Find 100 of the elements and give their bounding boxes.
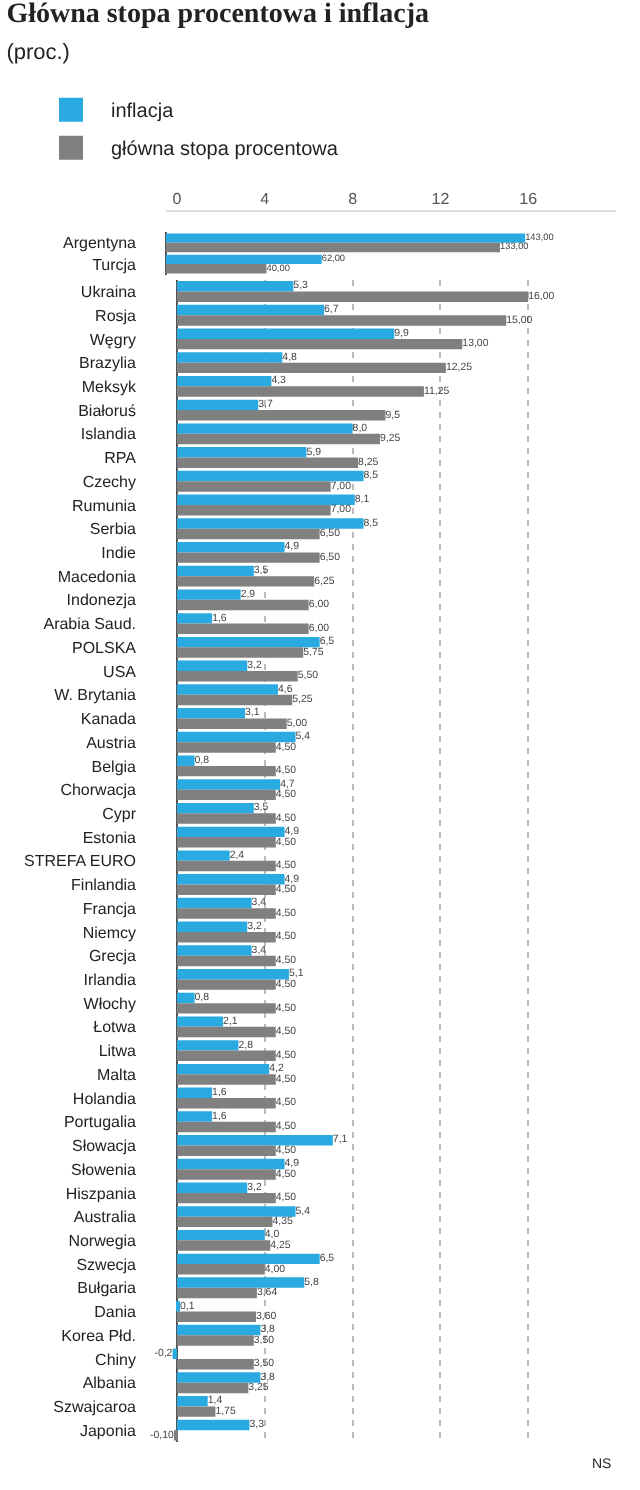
bar bbox=[176, 671, 298, 682]
bar bbox=[176, 765, 276, 777]
y-tick-label: Meksyk bbox=[81, 377, 138, 396]
bar bbox=[176, 599, 309, 611]
y-tick-label: POLSKA bbox=[71, 638, 138, 657]
bar bbox=[176, 860, 276, 872]
bar bbox=[176, 565, 254, 577]
bar bbox=[176, 755, 195, 766]
y-tick-label: Białoruś bbox=[78, 401, 136, 420]
bar bbox=[176, 1050, 276, 1062]
bar bbox=[176, 813, 276, 824]
y-tick-label: STREFA EURO bbox=[23, 852, 136, 871]
y-tick-label: Dania bbox=[94, 1303, 138, 1322]
bar bbox=[176, 494, 355, 505]
y-tick-label: RPA bbox=[104, 449, 138, 468]
bar bbox=[176, 481, 331, 492]
bar bbox=[176, 1040, 239, 1051]
y-tick-label: Kanada bbox=[80, 710, 138, 729]
bar bbox=[176, 1358, 254, 1370]
bar bbox=[176, 731, 296, 743]
y-tick-label: Rumunia bbox=[71, 496, 138, 515]
y-tick-label: Islandia bbox=[80, 425, 138, 444]
bar bbox=[176, 850, 230, 861]
bar bbox=[176, 921, 248, 932]
bar bbox=[176, 1182, 248, 1193]
y-tick-label: Finlandia bbox=[71, 876, 138, 895]
y-tick-label: Słowenia bbox=[71, 1160, 138, 1179]
y-tick-label: Szwecja bbox=[76, 1255, 138, 1274]
bar bbox=[176, 1121, 276, 1133]
bar bbox=[176, 1335, 254, 1346]
bar bbox=[176, 908, 276, 919]
y-tick-label: Rosja bbox=[95, 306, 138, 325]
bar bbox=[176, 386, 424, 397]
y-tick-label: Łotwa bbox=[93, 1018, 138, 1037]
x-tick-label: 8 bbox=[348, 189, 359, 208]
bar bbox=[176, 636, 320, 648]
bar bbox=[176, 826, 285, 838]
y-tick-label: Indonezja bbox=[66, 591, 138, 610]
bar bbox=[176, 518, 364, 529]
y-tick-label: Albania bbox=[82, 1374, 138, 1393]
bar bbox=[176, 375, 272, 387]
bar bbox=[176, 647, 304, 658]
y-tick-label: Estonia bbox=[82, 828, 138, 847]
y-tick-label: Niemcy bbox=[82, 923, 136, 942]
bar bbox=[176, 1206, 296, 1217]
y-tick-label: Hiszpania bbox=[65, 1184, 138, 1203]
y-tick-label: Irlandia bbox=[83, 971, 138, 990]
y-tick-label: Chiny bbox=[95, 1350, 136, 1369]
y-tick-label: Australia bbox=[73, 1208, 138, 1227]
bar bbox=[176, 504, 331, 516]
y-tick-label: Słowacja bbox=[71, 1137, 138, 1156]
y-tick-label: Turcja bbox=[92, 255, 138, 274]
bar bbox=[176, 945, 252, 956]
bar bbox=[176, 1016, 224, 1027]
bar bbox=[176, 1406, 216, 1417]
bar bbox=[176, 1216, 273, 1228]
bar bbox=[176, 897, 252, 909]
bar bbox=[176, 315, 507, 326]
y-tick-label: Ukraina bbox=[80, 283, 138, 302]
y-tick-label: Norwegia bbox=[68, 1231, 138, 1250]
bar bbox=[176, 1382, 249, 1394]
y-tick-label: Macedonia bbox=[57, 567, 138, 586]
bar bbox=[176, 1063, 270, 1075]
bar bbox=[166, 233, 526, 243]
bar bbox=[176, 1324, 261, 1336]
bar bbox=[176, 1135, 333, 1146]
bar bbox=[176, 410, 386, 421]
bar bbox=[176, 623, 309, 635]
bar bbox=[176, 589, 241, 600]
bar bbox=[176, 992, 195, 1004]
bar bbox=[176, 552, 320, 563]
bar bbox=[176, 1169, 276, 1180]
legend-label: inflacja bbox=[111, 101, 175, 124]
y-tick-label: Holandia bbox=[72, 1089, 138, 1108]
bar bbox=[176, 837, 276, 848]
bar bbox=[176, 291, 529, 302]
bar bbox=[176, 874, 285, 885]
x-tick-label: 12 bbox=[431, 189, 451, 208]
x-tick-label: 16 bbox=[519, 189, 539, 208]
bar bbox=[176, 1395, 208, 1407]
bar bbox=[176, 399, 259, 411]
bar bbox=[176, 352, 283, 363]
bar bbox=[176, 1111, 213, 1122]
chart-title: Główna stopa procentowa i inflacja bbox=[6, 0, 430, 31]
bar bbox=[176, 694, 293, 706]
bar bbox=[176, 1419, 250, 1431]
bar bbox=[176, 742, 276, 753]
bar bbox=[176, 457, 359, 468]
bar bbox=[166, 242, 500, 253]
bar bbox=[176, 1287, 257, 1299]
bar bbox=[176, 576, 315, 587]
bar bbox=[176, 1003, 276, 1014]
y-tick-label: Korea Płd. bbox=[61, 1326, 136, 1345]
bar bbox=[176, 1087, 213, 1099]
bar bbox=[176, 955, 276, 967]
bar bbox=[176, 884, 276, 895]
bar bbox=[176, 979, 276, 990]
bar bbox=[176, 423, 353, 434]
bar bbox=[166, 254, 322, 265]
y-tick-label: Arabia Saud. bbox=[43, 615, 136, 634]
